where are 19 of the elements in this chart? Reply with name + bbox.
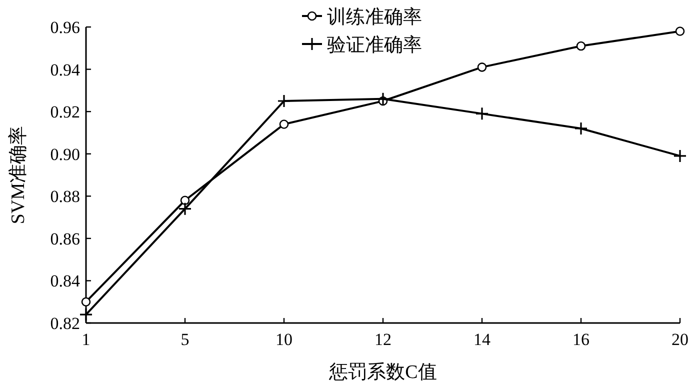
y-tick-label: 0.86 [50, 229, 80, 248]
legend-label: 训练准确率 [327, 6, 422, 28]
y-tick-label: 0.92 [50, 102, 80, 122]
x-tick-label: 1 [82, 330, 90, 349]
x-axis-title: 惩罚系数C值 [328, 362, 437, 383]
y-tick-label: 0.90 [50, 144, 80, 164]
y-tick-label: 0.94 [50, 60, 80, 80]
y-tick-label: 0.88 [50, 187, 80, 206]
x-tick-label: 20 [672, 330, 688, 349]
x-tick-label: 14 [474, 330, 491, 349]
x-tick-label: 12 [374, 330, 392, 349]
y-tick-label: 0.82 [50, 314, 80, 333]
y-tick-label: 0.84 [50, 272, 80, 291]
x-tick-label: 5 [180, 330, 190, 349]
x-tick-label: 10 [276, 330, 292, 349]
y-axis-title: SVM准确率 [7, 126, 29, 224]
y-tick-label: 0.96 [50, 18, 80, 37]
legend-label: 验证准确率 [327, 34, 422, 56]
x-tick-label: 16 [572, 330, 590, 349]
